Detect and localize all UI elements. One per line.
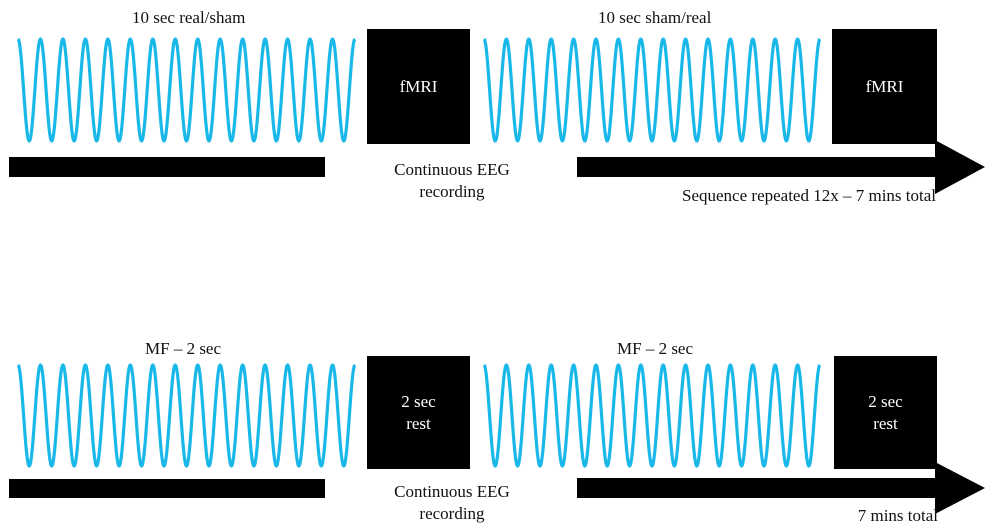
bottom-right-rest-block: 2 sec rest xyxy=(834,356,937,469)
top-right-sine-wave xyxy=(482,37,822,143)
top-left-fmri-block: fMRI xyxy=(367,29,470,144)
bottom-eeg-label-line2: recording xyxy=(419,504,485,523)
bottom-eeg-arrow-shape xyxy=(577,462,985,514)
top-eeg-label-line2: recording xyxy=(419,182,485,201)
top-sequence-note: Sequence repeated 12x – 7 mins total xyxy=(682,186,936,205)
bottom-eeg-label-line1: Continuous EEG xyxy=(394,482,510,501)
bottom-eeg-bar-left xyxy=(9,479,325,498)
bottom-left-rest-block: 2 sec rest xyxy=(367,356,470,469)
top-eeg-arrow-shape xyxy=(577,140,985,194)
sine-wave-path xyxy=(16,363,357,468)
top-right-stimulus-label: 10 sec sham/real xyxy=(598,8,712,27)
bottom-right-sine-wave xyxy=(482,363,822,468)
bottom-left-stimulus-label: MF – 2 sec xyxy=(145,339,222,358)
top-eeg-bar-left xyxy=(9,157,325,177)
top-eeg-label-line1: Continuous EEG xyxy=(394,160,510,179)
bottom-right-stimulus-label: MF – 2 sec xyxy=(617,339,694,358)
top-left-fmri-label: fMRI xyxy=(399,76,438,96)
top-left-sine-wave xyxy=(16,37,357,143)
bottom-duration-note: 7 mins total xyxy=(857,506,938,525)
top-left-stimulus-label: 10 sec real/sham xyxy=(132,8,246,27)
top-eeg-label: Continuous EEG recording xyxy=(362,159,542,203)
bottom-eeg-label: Continuous EEG recording xyxy=(362,481,542,525)
sine-wave-path xyxy=(482,363,822,468)
top-eeg-arrow xyxy=(577,140,985,194)
top-protocol-panel: 10 sec real/sham 10 sec sham/real fMRI f… xyxy=(0,0,986,263)
bottom-right-rest-label: 2 sec rest xyxy=(868,391,903,433)
sine-wave-path xyxy=(16,37,357,143)
bottom-protocol-panel: MF – 2 sec MF – 2 sec 2 sec rest 2 sec r… xyxy=(0,265,986,527)
bottom-eeg-arrow xyxy=(577,462,985,514)
bottom-left-sine-wave xyxy=(16,363,357,468)
sine-wave-path xyxy=(482,37,822,143)
top-right-fmri-label: fMRI xyxy=(865,76,904,96)
bottom-left-rest-label: 2 sec rest xyxy=(401,391,436,433)
top-right-fmri-block: fMRI xyxy=(832,29,937,144)
